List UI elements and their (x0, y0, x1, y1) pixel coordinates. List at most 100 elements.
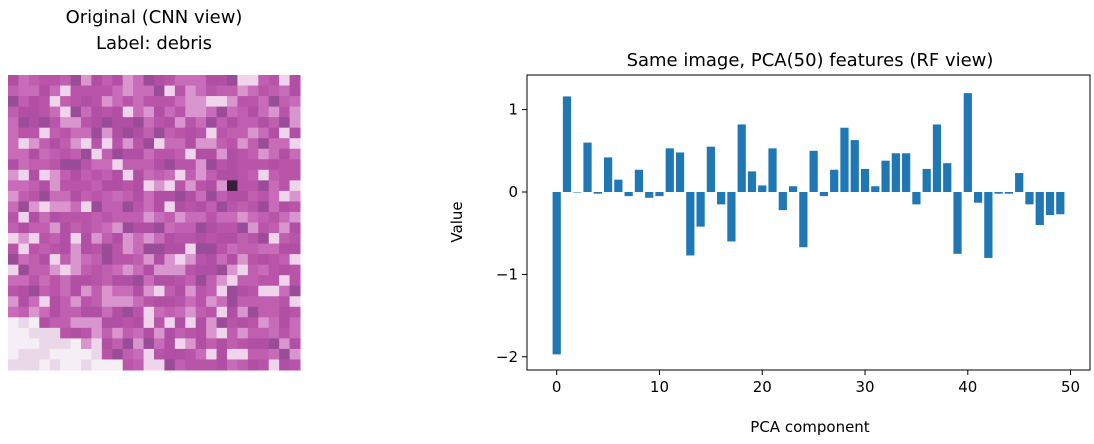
bar (809, 150, 818, 193)
bar (634, 169, 644, 193)
pixel (143, 254, 155, 266)
pixel (39, 285, 51, 297)
pixel (289, 296, 301, 308)
pixel (237, 306, 249, 318)
bar (758, 185, 767, 193)
pixel (28, 233, 40, 245)
pixel (195, 138, 207, 150)
bar (830, 169, 839, 193)
pixel (91, 201, 103, 213)
pixel (164, 138, 176, 150)
pixel (8, 85, 19, 97)
pixel (70, 85, 82, 97)
pixel (206, 317, 218, 329)
bar (799, 192, 808, 248)
pixel (237, 254, 249, 266)
pixel (227, 106, 238, 118)
bar (552, 192, 561, 355)
pixel (237, 233, 249, 245)
pixel (81, 338, 92, 350)
pixel (49, 243, 61, 255)
pixel (164, 85, 176, 97)
pixel (185, 264, 197, 276)
pixel (195, 264, 207, 276)
pixel (81, 327, 92, 339)
pixel (91, 285, 103, 297)
pixel (268, 264, 280, 276)
pixel (8, 190, 19, 202)
pixel (185, 222, 197, 234)
pixel (18, 359, 30, 371)
pixel (185, 85, 197, 97)
pixel (268, 201, 280, 213)
pixel (49, 222, 61, 234)
pixel (143, 138, 155, 150)
pixel (112, 264, 124, 276)
pixel (112, 233, 124, 245)
pixel (18, 117, 30, 129)
pixel (8, 254, 19, 266)
pixel (258, 254, 270, 266)
pixel (81, 348, 92, 360)
bar (747, 171, 757, 193)
pixel (60, 275, 72, 287)
pixel (258, 138, 270, 150)
pixel (101, 85, 113, 97)
pixel (122, 264, 134, 276)
pixel (227, 85, 238, 97)
pixel (216, 264, 228, 276)
pixel (154, 275, 165, 287)
pixel (289, 359, 301, 371)
pixel (258, 338, 270, 350)
pixel (216, 359, 228, 371)
pixel (258, 348, 270, 360)
pixel (206, 275, 218, 287)
pixel (39, 243, 51, 255)
pixel (206, 348, 218, 360)
pixel (133, 138, 145, 150)
pixel (101, 317, 113, 329)
pixel (279, 348, 291, 360)
pixel (258, 159, 270, 171)
pixel (81, 127, 92, 139)
pixel (174, 264, 186, 276)
pixel (227, 306, 238, 318)
pixel (216, 127, 228, 139)
pixel (206, 180, 218, 192)
pixel (39, 275, 51, 287)
pixel (247, 211, 259, 223)
pixel (174, 296, 186, 308)
pixel (18, 254, 30, 266)
pixel (101, 106, 113, 118)
pixel (268, 254, 280, 266)
pixel (268, 117, 280, 129)
pixel (289, 75, 301, 87)
pixel (28, 243, 40, 255)
pixel (154, 285, 165, 297)
pixel (268, 296, 280, 308)
pixel (227, 117, 238, 129)
pixel (70, 285, 82, 297)
pixel (28, 96, 40, 108)
bar (593, 192, 602, 194)
pixel (174, 190, 186, 202)
pixel (143, 222, 155, 234)
pixel (289, 317, 301, 329)
pixel (216, 211, 228, 223)
pixel (81, 254, 92, 266)
pixel (279, 285, 291, 297)
pixel (60, 296, 72, 308)
pixel (164, 96, 176, 108)
pixel (122, 296, 134, 308)
pixel (154, 138, 165, 150)
pixel (195, 233, 207, 245)
bar (819, 192, 829, 197)
pixel (70, 275, 82, 287)
pixel (18, 264, 30, 276)
pixel (143, 338, 155, 350)
pixel (133, 96, 145, 108)
pixel (164, 159, 176, 171)
pixel (289, 96, 301, 108)
pixel (227, 317, 238, 329)
pixel (227, 348, 238, 360)
